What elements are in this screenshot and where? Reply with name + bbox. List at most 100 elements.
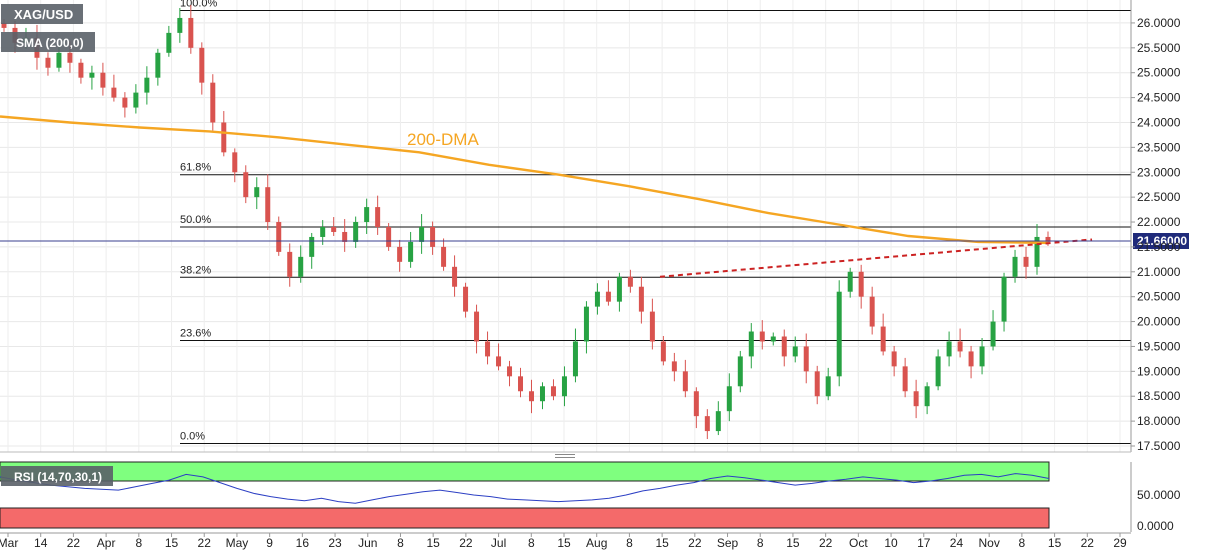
- x-tick-label: 22: [819, 536, 833, 550]
- candle-body: [616, 276, 622, 302]
- y-tick-label: 20.0000: [1137, 315, 1181, 329]
- x-tick-label: 15: [426, 536, 440, 550]
- candle-body: [276, 222, 282, 252]
- candle-body: [100, 72, 106, 88]
- x-tick-label: 16: [296, 536, 310, 550]
- x-tick-label: 8: [626, 536, 633, 550]
- x-tick-label: 22: [1081, 536, 1095, 550]
- x-tick-label: 10: [884, 536, 898, 550]
- candle-body: [924, 386, 930, 407]
- x-tick-label: 15: [786, 536, 800, 550]
- candle-body: [605, 291, 611, 302]
- price-tag: 21.66000: [1137, 234, 1187, 248]
- x-axis-ticks: Mar 14 22 Apr 8 15 22 May 9 16 23 Jun 8 15 22 Jul 8 15 Aug…: [0, 533, 1127, 550]
- candle-body: [122, 97, 128, 108]
- x-tick-label: 8: [757, 536, 764, 550]
- x-tick-label: 9: [266, 536, 273, 550]
- candle-body: [452, 266, 458, 287]
- candle-body: [265, 187, 271, 223]
- candle-body: [463, 286, 469, 312]
- candle-body: [331, 227, 337, 232]
- x-tick-label: 8: [528, 536, 535, 550]
- candle-body: [430, 227, 436, 247]
- fibonacci-levels: 100.0% 61.8% 50.0% 38.2% 23.6% 0.0%: [180, 0, 1131, 445]
- y-tick-label: 25.5000: [1137, 41, 1181, 55]
- y-tick-label: 24.0000: [1137, 115, 1181, 129]
- candle-body: [1012, 256, 1018, 277]
- fib-label: 23.6%: [180, 327, 211, 339]
- candle-body: [704, 416, 710, 432]
- candle-body: [111, 87, 117, 98]
- candle-body: [627, 276, 633, 287]
- candle-body: [649, 311, 655, 342]
- candle-body: [539, 386, 545, 402]
- candle-body: [298, 256, 304, 277]
- x-tick-label: Mar: [0, 536, 18, 550]
- x-tick-label: 22: [688, 536, 702, 550]
- y-tick-label: 22.0000: [1137, 215, 1181, 229]
- candle-body: [474, 311, 480, 342]
- candle-body: [550, 386, 556, 397]
- y-tick-label: 25.0000: [1137, 66, 1181, 80]
- candle-body: [968, 351, 974, 367]
- fib-label: 50.0%: [180, 214, 211, 226]
- candle-body: [759, 331, 765, 342]
- y-tick-label: 21.5000: [1137, 240, 1181, 254]
- candle-body: [386, 227, 392, 247]
- candle-body: [671, 361, 677, 372]
- candle-body: [726, 386, 732, 412]
- candle-body: [880, 326, 886, 352]
- candle-body: [485, 341, 491, 357]
- candle-body: [770, 336, 776, 342]
- candle-body: [496, 356, 502, 367]
- sma-200-line: [0, 115, 1049, 245]
- y-tick-label: 19.0000: [1137, 364, 1181, 378]
- candle-body: [254, 187, 260, 198]
- rsi-tick-50: 50.0000: [1137, 488, 1181, 502]
- candle-body: [781, 336, 787, 357]
- x-tick-label: Sep: [717, 536, 739, 550]
- candle-body: [748, 331, 754, 357]
- candle-body: [913, 391, 919, 407]
- candle-body: [1001, 276, 1007, 322]
- x-tick-label: May: [226, 536, 249, 550]
- candle-body: [1023, 256, 1029, 267]
- candle-body: [561, 376, 567, 397]
- x-tick-label: 22: [67, 536, 81, 550]
- x-tick-label: Jul: [491, 536, 506, 550]
- y-tick-label: 17.5000: [1137, 439, 1181, 453]
- candle-body: [67, 52, 73, 63]
- candle-body: [737, 356, 743, 387]
- y-tick-label: 22.5000: [1137, 190, 1181, 204]
- candle-body: [353, 222, 359, 242]
- annotation-200-dma: 200-DMA: [407, 130, 479, 149]
- x-tick-label: 24: [950, 536, 964, 550]
- candle-body: [836, 291, 842, 377]
- x-tick-label: 22: [459, 536, 473, 550]
- x-tick-label: 29: [1113, 536, 1127, 550]
- candle-body: [221, 122, 227, 153]
- candle-body: [803, 346, 809, 372]
- candle-body: [572, 341, 578, 377]
- y-tick-label: 23.5000: [1137, 140, 1181, 154]
- candle-body: [693, 391, 699, 417]
- fib-label: 61.8%: [180, 162, 211, 174]
- candle-body: [902, 366, 908, 392]
- candle-body: [232, 152, 238, 173]
- x-tick-label: 15: [655, 536, 669, 550]
- y-tick-label: 24.5000: [1137, 91, 1181, 105]
- candle-body: [287, 251, 293, 277]
- candle-body: [419, 227, 425, 242]
- candle-body: [869, 296, 875, 327]
- candle-body: [847, 271, 853, 292]
- x-tick-label: Aug: [586, 536, 607, 550]
- candle-body: [320, 227, 326, 237]
- candle-body: [1, 22, 7, 28]
- candle-body: [144, 77, 150, 93]
- trend-line: [659, 238, 1093, 278]
- candle-body: [1034, 236, 1040, 267]
- candle-body: [133, 92, 139, 108]
- candle-body: [990, 321, 996, 347]
- candle-body: [792, 346, 798, 357]
- splitter-handle[interactable]: [555, 454, 575, 458]
